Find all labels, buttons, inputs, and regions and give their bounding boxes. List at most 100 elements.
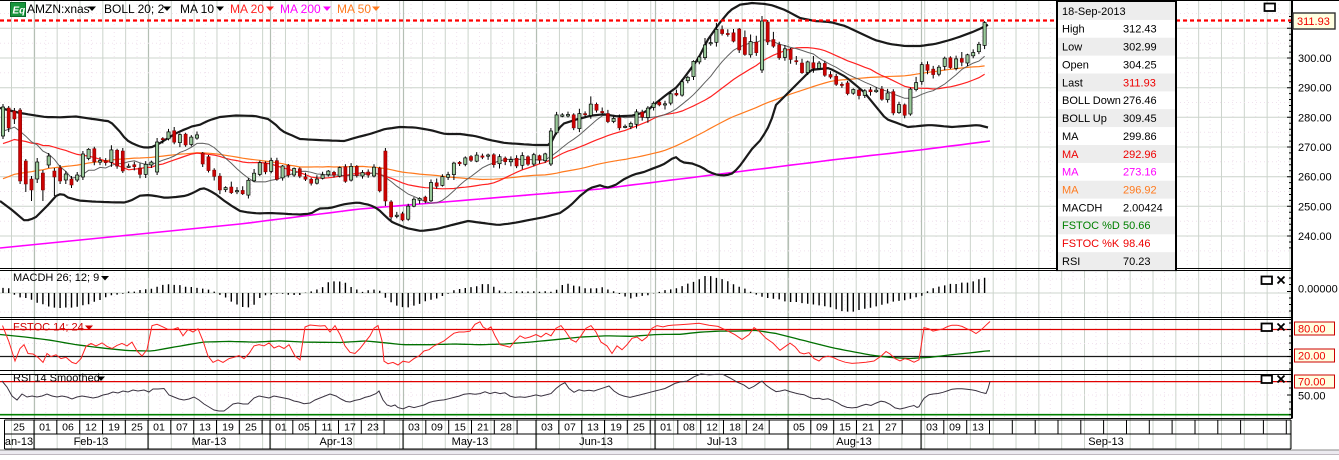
svg-text:MACDH: MACDH: [1062, 202, 1102, 214]
svg-text:BOLL 20; 2: BOLL 20; 2: [104, 2, 165, 16]
svg-text:Low: Low: [1062, 42, 1082, 54]
svg-text:18-Sep-2013: 18-Sep-2013: [1062, 6, 1126, 18]
svg-text:MACDH 26; 12; 9: MACDH 26; 12; 9: [13, 272, 99, 284]
svg-text:MA: MA: [1062, 185, 1079, 197]
svg-text:302.99: 302.99: [1123, 42, 1157, 54]
svg-text:BOLL Up: BOLL Up: [1062, 113, 1107, 125]
svg-text:21: 21: [862, 422, 874, 434]
svg-text:MA 10: MA 10: [180, 2, 214, 16]
svg-text:Eq: Eq: [13, 6, 26, 17]
svg-text:08: 08: [683, 422, 695, 434]
svg-text:MA: MA: [1062, 167, 1079, 179]
svg-text:MA 50: MA 50: [337, 2, 371, 16]
svg-text:25: 25: [13, 422, 25, 434]
svg-text:19: 19: [108, 422, 120, 434]
svg-text:13: 13: [972, 422, 984, 434]
svg-text:an-13: an-13: [5, 436, 33, 448]
svg-text:May-13: May-13: [452, 436, 489, 448]
svg-text:23: 23: [367, 422, 379, 434]
svg-text:311.93: 311.93: [1297, 16, 1330, 28]
svg-text:Jun-13: Jun-13: [579, 436, 613, 448]
svg-text:304.25: 304.25: [1123, 59, 1157, 71]
svg-text:Last: Last: [1062, 77, 1083, 89]
svg-text:28: 28: [500, 422, 512, 434]
svg-text:13: 13: [199, 422, 211, 434]
svg-text:FSTOC 14; 24: FSTOC 14; 24: [13, 322, 84, 334]
svg-text:15: 15: [454, 422, 466, 434]
svg-text:27: 27: [885, 422, 897, 434]
svg-text:292.96: 292.96: [1123, 149, 1157, 161]
svg-text:20.00: 20.00: [1298, 351, 1326, 363]
svg-text:17: 17: [344, 422, 356, 434]
svg-text:273.16: 273.16: [1123, 167, 1157, 179]
svg-text:296.92: 296.92: [1123, 185, 1157, 197]
svg-text:03: 03: [408, 422, 420, 434]
svg-text:MA 200: MA 200: [280, 2, 321, 16]
svg-text:80.00: 80.00: [1298, 324, 1326, 336]
svg-text:FSTOC %K: FSTOC %K: [1062, 238, 1120, 250]
svg-text:276.46: 276.46: [1123, 95, 1157, 107]
svg-text:Feb-13: Feb-13: [74, 436, 109, 448]
svg-text:311.93: 311.93: [1123, 77, 1156, 89]
svg-text:24: 24: [752, 422, 764, 434]
svg-text:FSTOC %D: FSTOC %D: [1062, 220, 1120, 232]
svg-text:Open: Open: [1062, 59, 1089, 71]
svg-text:270.00: 270.00: [1298, 142, 1332, 154]
svg-text:25: 25: [245, 422, 257, 434]
svg-text:09: 09: [431, 422, 443, 434]
svg-text:260.00: 260.00: [1298, 172, 1332, 184]
svg-text:13: 13: [587, 422, 599, 434]
svg-text:01: 01: [153, 422, 165, 434]
svg-text:01: 01: [660, 422, 672, 434]
svg-text:98.46: 98.46: [1123, 238, 1151, 250]
svg-text:25: 25: [131, 422, 143, 434]
svg-text:03: 03: [926, 422, 938, 434]
svg-text:Aug-13: Aug-13: [836, 436, 871, 448]
svg-text:Mar-13: Mar-13: [192, 436, 227, 448]
svg-text:240.00: 240.00: [1298, 231, 1332, 243]
svg-text:RSI 14 Smoothed: RSI 14 Smoothed: [13, 373, 100, 385]
svg-text:12: 12: [85, 422, 97, 434]
svg-text:09: 09: [949, 422, 961, 434]
svg-text:70.00: 70.00: [1298, 377, 1326, 389]
svg-text:MA: MA: [1062, 149, 1079, 161]
svg-text:299.86: 299.86: [1123, 131, 1157, 143]
svg-text:290.00: 290.00: [1298, 83, 1332, 95]
svg-text:05: 05: [793, 422, 805, 434]
svg-text:03: 03: [541, 422, 553, 434]
svg-text:07: 07: [564, 422, 576, 434]
svg-text:15: 15: [839, 422, 851, 434]
svg-text:BOLL Down: BOLL Down: [1062, 95, 1121, 107]
svg-text:25: 25: [633, 422, 645, 434]
svg-text:01: 01: [275, 422, 287, 434]
svg-text:50.00: 50.00: [1298, 391, 1326, 403]
svg-text:18: 18: [729, 422, 741, 434]
svg-text:MA: MA: [1062, 131, 1079, 143]
svg-text:Apr-13: Apr-13: [319, 436, 352, 448]
svg-text:21: 21: [477, 422, 489, 434]
svg-text:06: 06: [62, 422, 74, 434]
svg-text:Jul-13: Jul-13: [707, 436, 737, 448]
svg-text:MA 20: MA 20: [230, 2, 264, 16]
svg-text:0.00000: 0.00000: [1298, 284, 1338, 296]
svg-text:12: 12: [706, 422, 718, 434]
svg-text:70.23: 70.23: [1123, 256, 1151, 268]
svg-text:11: 11: [322, 422, 333, 434]
svg-text:300.00: 300.00: [1298, 53, 1332, 65]
svg-text:09: 09: [816, 422, 828, 434]
svg-text:05: 05: [298, 422, 310, 434]
svg-text:07: 07: [176, 422, 188, 434]
svg-text:309.45: 309.45: [1123, 113, 1157, 125]
svg-text:312.43: 312.43: [1123, 24, 1157, 36]
svg-text:01: 01: [39, 422, 51, 434]
svg-text:High: High: [1062, 24, 1085, 36]
svg-text:RSI: RSI: [1062, 256, 1080, 268]
svg-text:AMZN:xnas: AMZN:xnas: [27, 2, 90, 16]
svg-text:2.00424: 2.00424: [1123, 202, 1163, 214]
svg-text:19: 19: [222, 422, 234, 434]
svg-text:19: 19: [610, 422, 622, 434]
svg-text:250.00: 250.00: [1298, 201, 1332, 213]
svg-text:280.00: 280.00: [1298, 112, 1332, 124]
svg-text:50.66: 50.66: [1123, 220, 1151, 232]
svg-text:Sep-13: Sep-13: [1088, 436, 1123, 448]
